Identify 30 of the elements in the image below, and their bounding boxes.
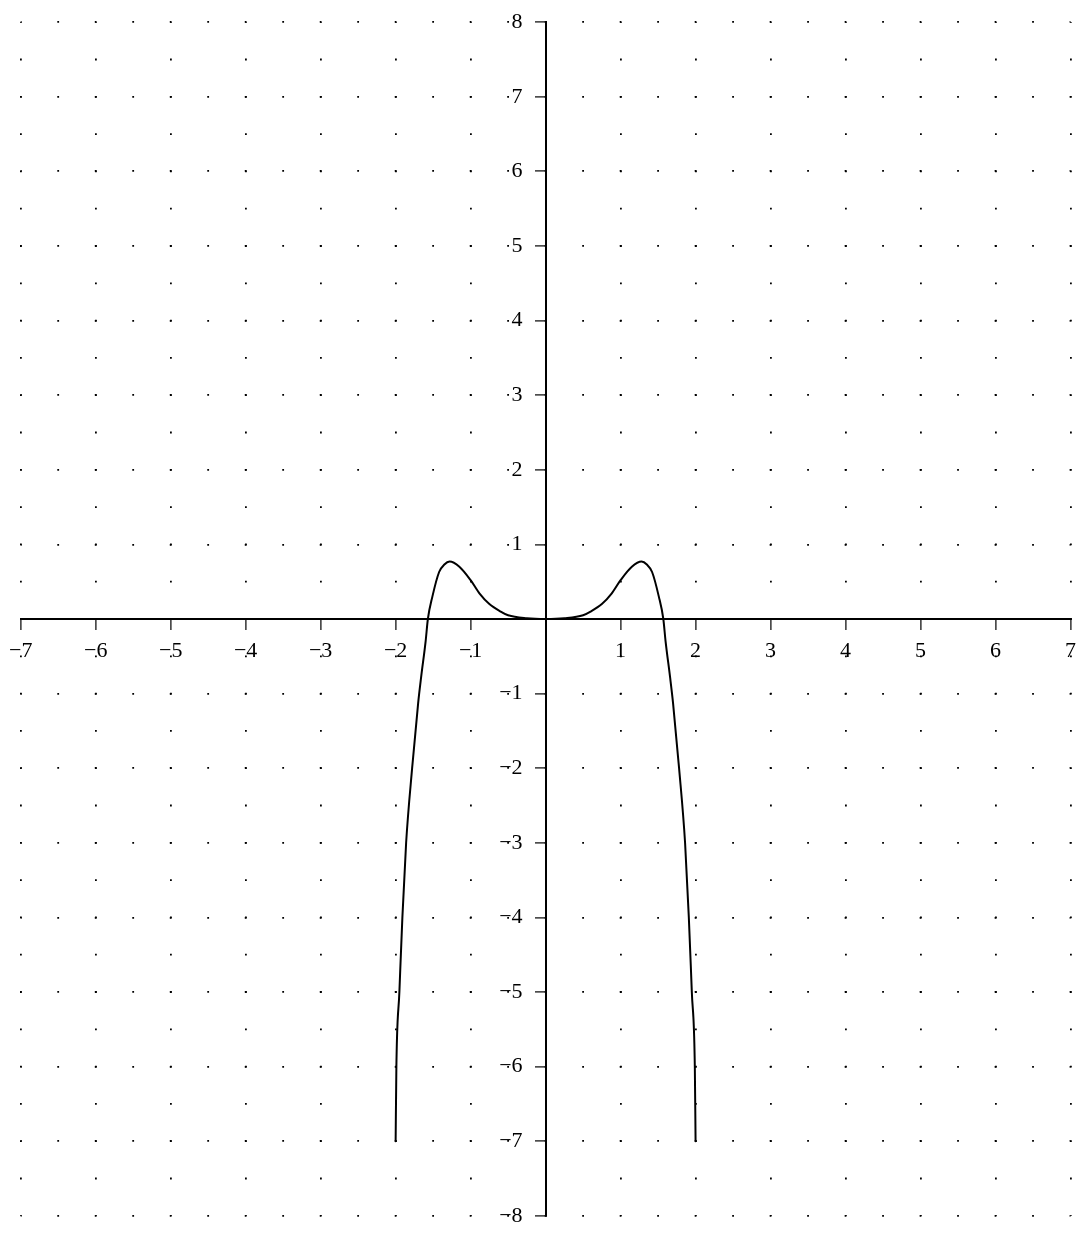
y-tick-label: 8 [511,7,523,33]
y-tick-label: −4 [499,903,523,929]
x-tick-label: 5 [915,636,927,662]
y-tick-label: −6 [499,1052,523,1078]
y-tick-label: −7 [499,1126,523,1152]
y-tick-label: 3 [511,380,523,406]
x-tick-label: −2 [383,636,408,662]
x-tick-label: −4 [233,636,258,662]
x-tick-label: 4 [840,636,852,662]
y-tick-label: 5 [511,231,523,257]
x-tick-label: 7 [1065,636,1076,662]
x-tick-label: −5 [158,636,183,662]
y-tick-label: −3 [499,828,523,854]
x-tick-label: 6 [990,636,1002,662]
y-tick-label: 2 [511,455,523,481]
y-tick-label: 7 [511,82,523,108]
x-tick-label: 1 [615,636,627,662]
y-tick-label: −1 [499,679,523,705]
y-tick-label: −8 [499,1201,523,1227]
y-tick-label: −2 [499,753,523,779]
x-tick-label: −1 [458,636,483,662]
y-tick-label: 6 [511,157,523,183]
y-tick-label: 1 [511,530,523,556]
x-tick-label: −7 [8,636,33,662]
y-tick-label: 4 [511,306,523,332]
x-tick-label: −3 [308,636,333,662]
x-tick-label: 3 [765,636,777,662]
y-tick-label: −5 [499,977,523,1003]
x-tick-label: 2 [690,636,702,662]
x-tick-label: −6 [83,636,108,662]
